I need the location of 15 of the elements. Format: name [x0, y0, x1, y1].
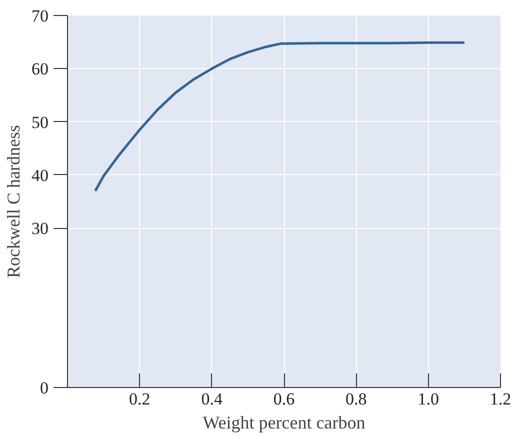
- y-tick-label: 60: [32, 60, 48, 79]
- x-tick-label: 0.6: [273, 390, 295, 408]
- y-tick-label: 70: [32, 6, 48, 26]
- y-tick-label: 0: [40, 378, 48, 398]
- x-tick-label: 0.4: [201, 390, 223, 408]
- line-series: [94, 41, 466, 192]
- x-tick-label: 0.2: [129, 390, 150, 408]
- x-tick-label: 1.0: [418, 390, 439, 408]
- x-tick-label: 1.2: [490, 390, 512, 408]
- y-axis-title: Rockwell C hardness: [4, 125, 24, 278]
- y-tick-label: 30: [32, 219, 48, 238]
- x-tick-label: 0.8: [346, 390, 367, 408]
- y-tick-label: 50: [32, 112, 48, 132]
- y-tick-label: 40: [32, 166, 48, 185]
- x-axis-title: Weight percent carbon: [202, 412, 366, 432]
